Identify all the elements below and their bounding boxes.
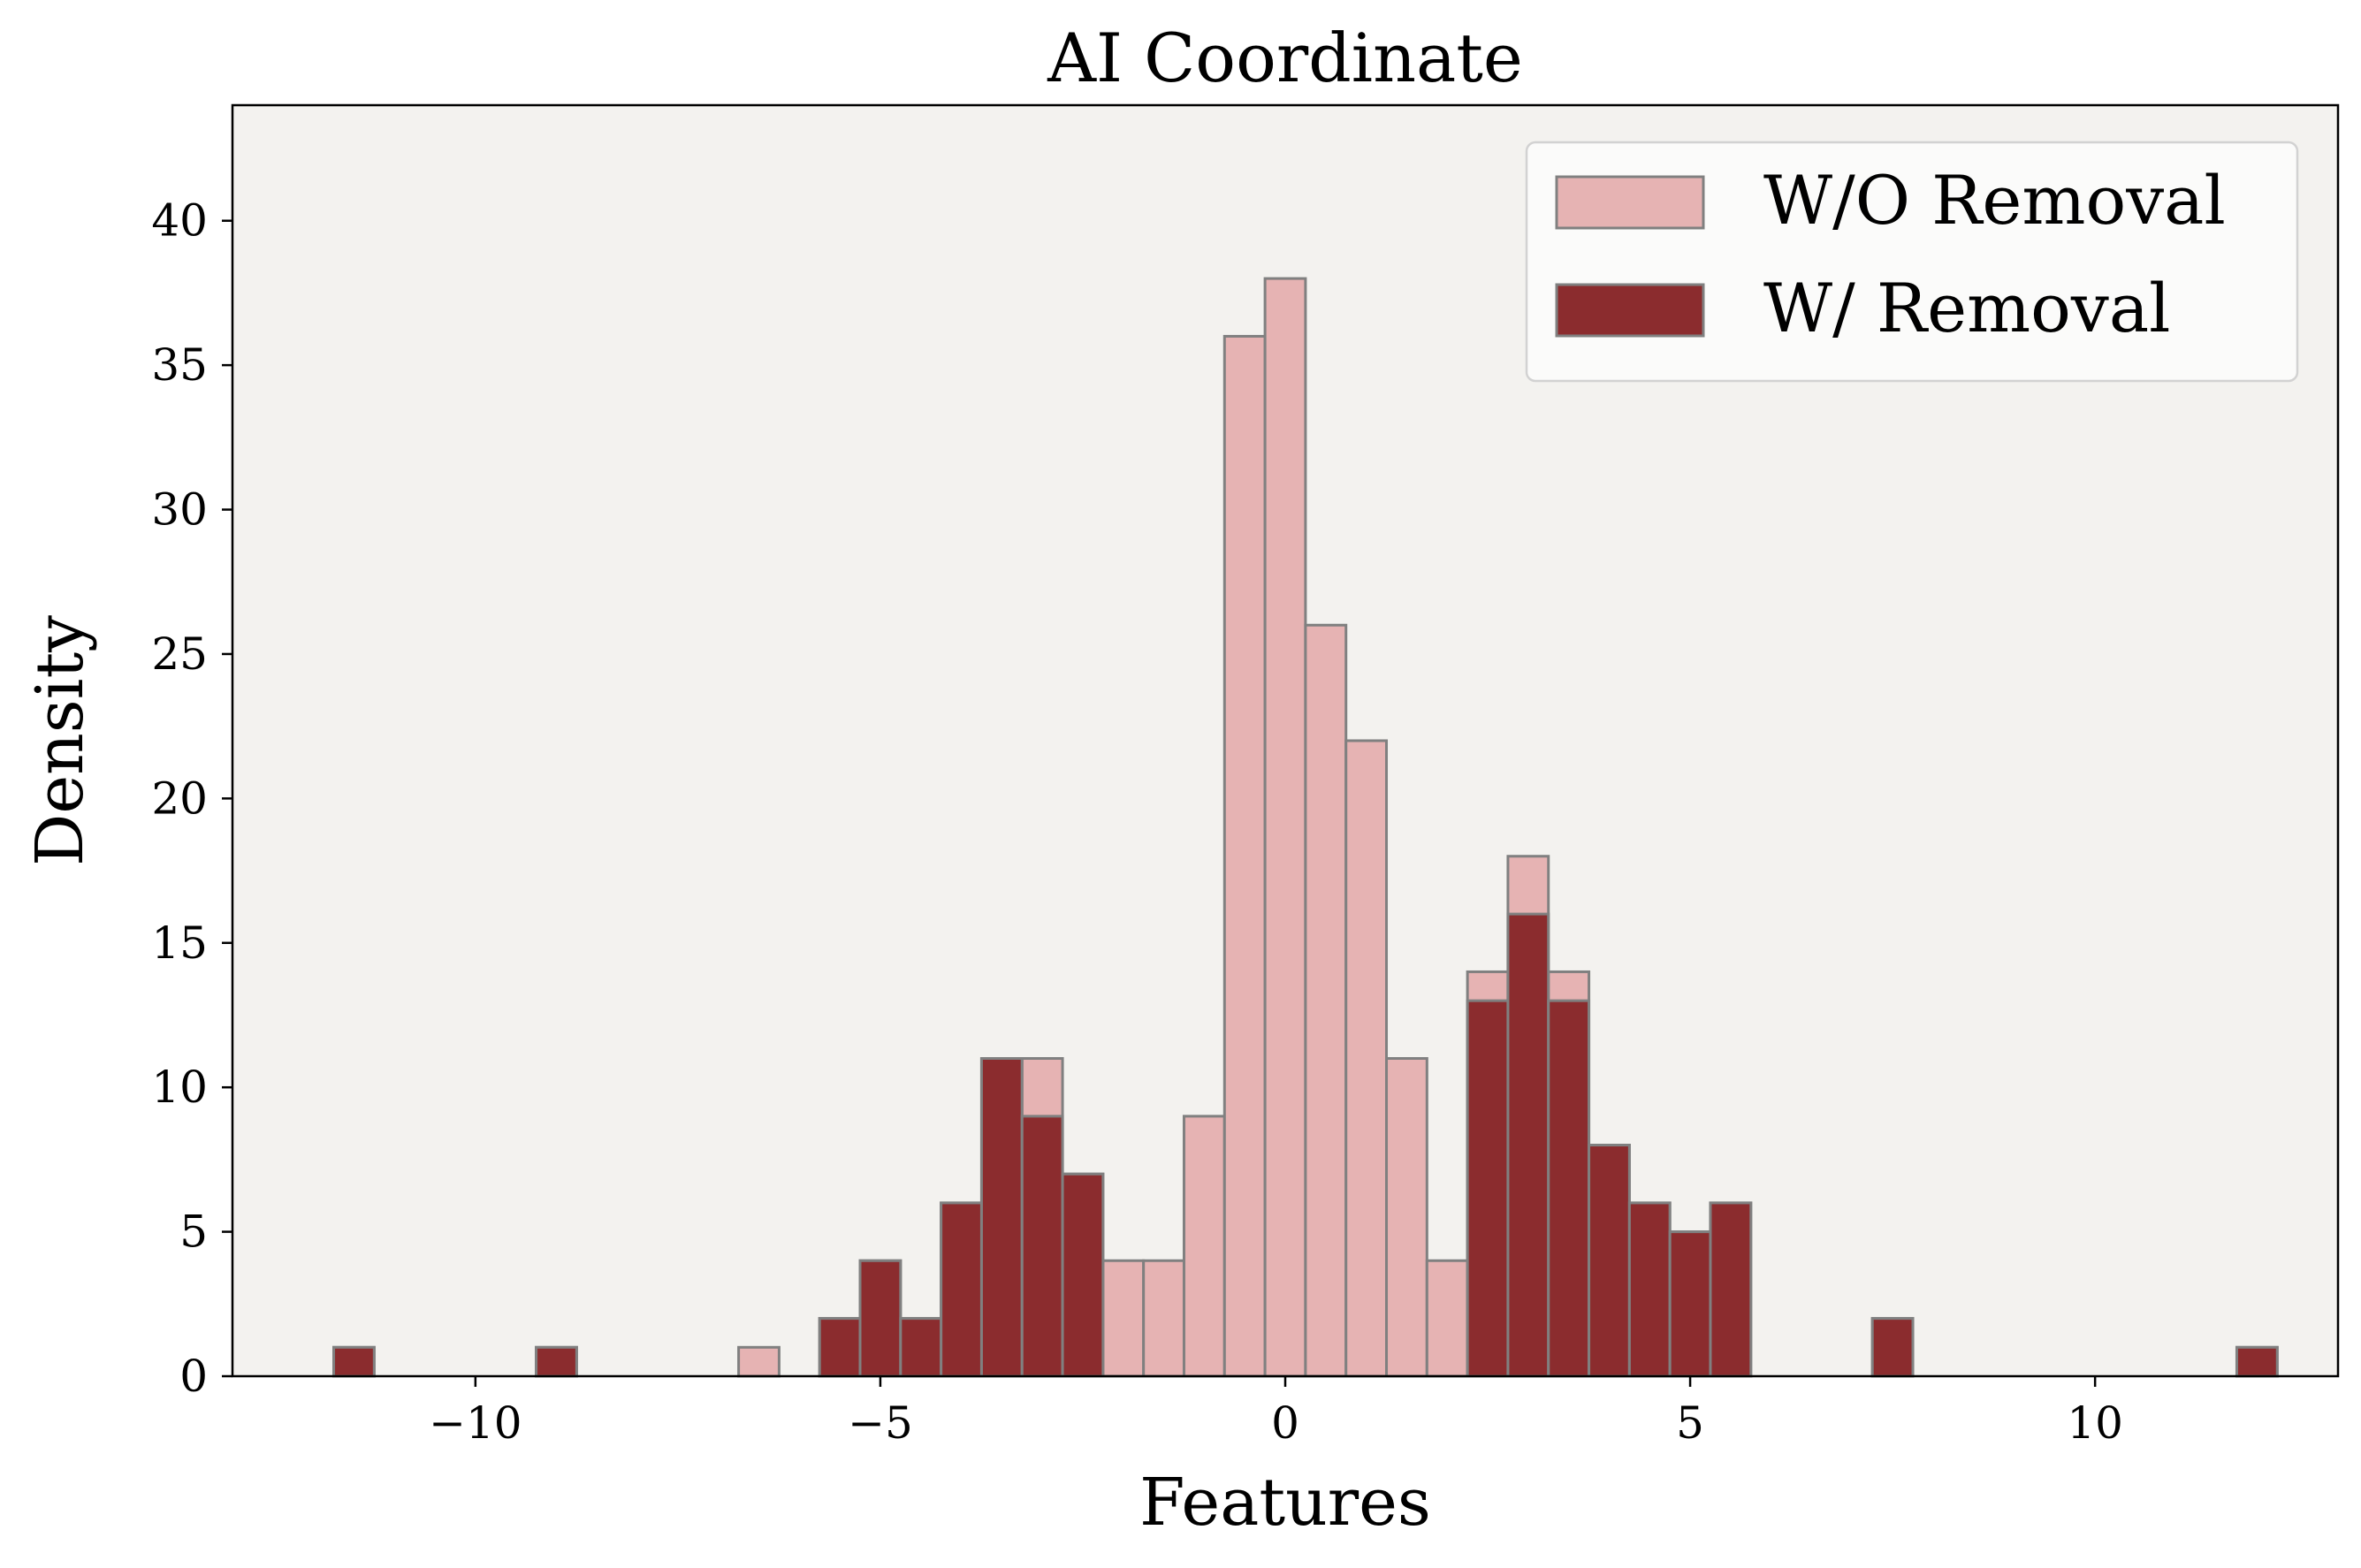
bar-wo-removal: [1142, 1259, 1185, 1378]
bar-wo-removal: [1385, 1057, 1428, 1378]
bar-w-removal: [1547, 999, 1591, 1378]
chart-title: AI Coordinate: [1047, 19, 1523, 97]
y-tick-label: 30: [151, 484, 208, 536]
x-tick-label: 10: [2067, 1397, 2123, 1449]
x-axis: −10 −5 0 5 10: [429, 1376, 2123, 1449]
bar-wo-removal: [1344, 739, 1389, 1378]
legend-label-w-removal: W/ Removal: [1763, 269, 2170, 347]
x-tick-label: −5: [848, 1397, 913, 1449]
y-tick-label: 25: [151, 628, 208, 680]
bar-w-removal: [332, 1345, 376, 1378]
legend-swatch-w-removal: [1555, 283, 1705, 338]
y-axis: 0 5 10 15 20 25 30 35 40: [151, 195, 232, 1402]
bar-wo-removal: [1425, 1259, 1469, 1378]
legend-swatch-wo-removal: [1555, 175, 1705, 230]
legend-label-wo-removal: W/O Removal: [1763, 161, 2226, 240]
bar-wo-removal: [1182, 1115, 1226, 1378]
bar-w-removal: [1020, 1115, 1064, 1378]
bar-w-removal: [2235, 1345, 2279, 1378]
bar-w-removal: [818, 1317, 862, 1378]
y-tick-label: 40: [151, 195, 208, 247]
bar-w-removal: [940, 1201, 983, 1378]
y-axis-title: Density: [22, 615, 98, 866]
x-axis-title: Features: [1139, 1465, 1431, 1541]
x-tick-label: 0: [1271, 1397, 1299, 1449]
legend: W/O Removal W/ Removal: [1525, 141, 2299, 383]
bar-w-removal: [1668, 1230, 1712, 1378]
bar-wo-removal: [1263, 277, 1307, 1378]
bar-w-removal: [979, 1057, 1024, 1378]
bar-w-removal: [858, 1259, 903, 1378]
bar-w-removal: [1709, 1201, 1753, 1378]
x-tick-label: −10: [429, 1397, 522, 1449]
bar-wo-removal: [1304, 623, 1348, 1378]
bar-w-removal: [1506, 912, 1550, 1378]
legend-frame: [1525, 141, 2299, 383]
bar-wo-removal: [1222, 334, 1267, 1378]
y-tick-label: 15: [151, 917, 208, 969]
y-tick-label: 0: [179, 1351, 208, 1402]
y-tick-label: 10: [151, 1062, 208, 1113]
y-tick-label: 5: [179, 1206, 208, 1258]
bar-w-removal: [1627, 1201, 1672, 1378]
bar-w-removal: [1588, 1144, 1631, 1378]
bar-wo-removal: [1101, 1259, 1146, 1378]
y-tick-label: 35: [151, 339, 208, 391]
bar-w-removal: [1061, 1172, 1105, 1378]
y-tick-label: 20: [151, 773, 208, 824]
bar-w-removal: [1870, 1317, 1915, 1378]
series-w-removal: [332, 912, 2279, 1378]
bar-w-removal: [899, 1317, 943, 1378]
bar-w-removal: [535, 1345, 578, 1378]
bar-w-removal: [1466, 999, 1510, 1378]
x-tick-label: 5: [1676, 1397, 1704, 1449]
bar-wo-removal: [737, 1345, 781, 1378]
